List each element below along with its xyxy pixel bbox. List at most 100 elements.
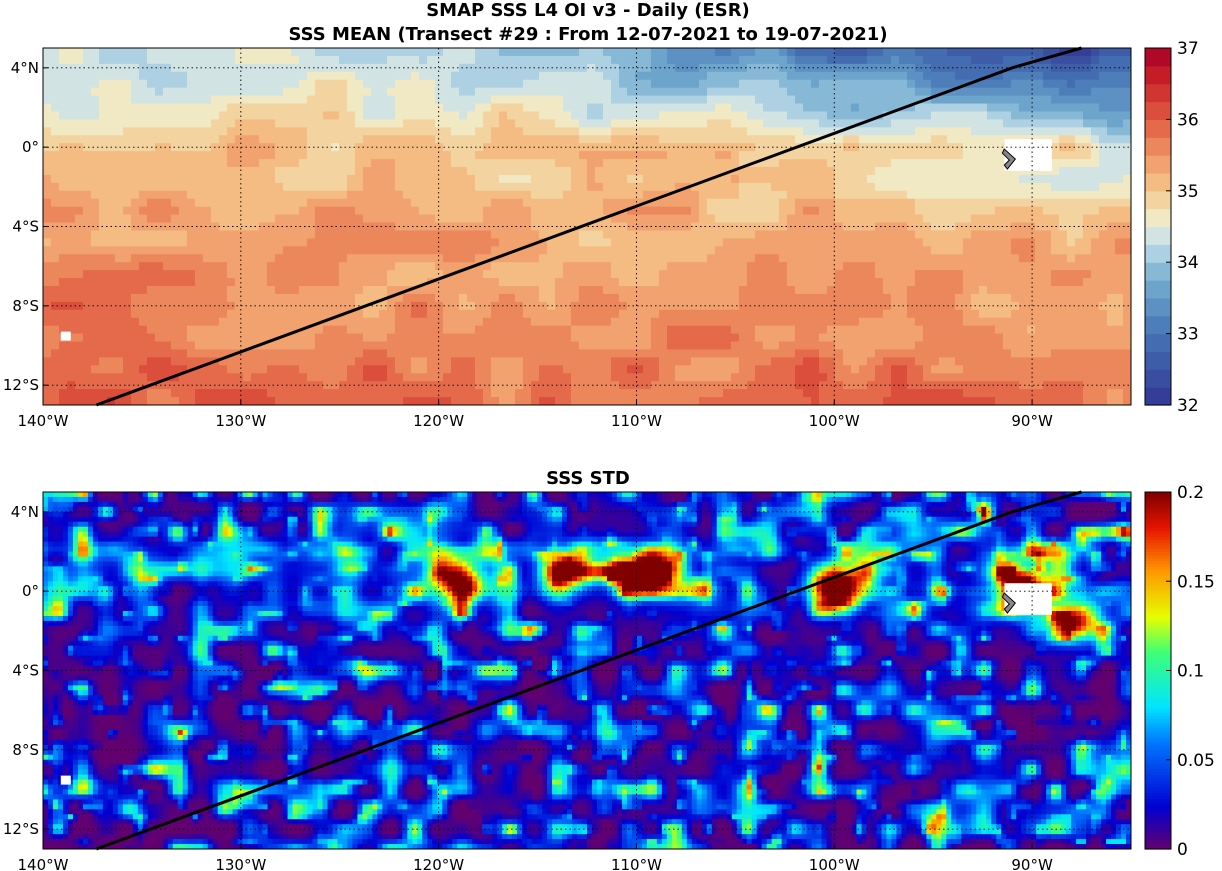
heatmap-cell bbox=[339, 79, 348, 89]
heatmap-cell bbox=[891, 48, 900, 57]
heatmap-cell bbox=[491, 182, 500, 192]
heatmap-cell bbox=[1099, 71, 1108, 81]
heatmap-cell bbox=[1019, 103, 1028, 113]
heatmap-cell bbox=[603, 198, 612, 208]
heatmap-cell bbox=[1091, 119, 1100, 128]
heatmap-cell bbox=[139, 317, 148, 327]
heatmap-cell bbox=[603, 238, 612, 247]
heatmap-cell bbox=[363, 55, 372, 65]
heatmap-cell bbox=[827, 317, 836, 327]
heatmap-cell bbox=[243, 286, 252, 295]
heatmap-cell bbox=[475, 71, 484, 81]
heatmap-cell bbox=[579, 182, 588, 192]
heatmap-cell bbox=[651, 71, 660, 81]
heatmap-cell bbox=[891, 190, 900, 200]
heatmap-cell bbox=[459, 119, 468, 128]
heatmap-cell bbox=[275, 214, 284, 224]
heatmap-cell bbox=[251, 262, 260, 271]
heatmap-cell bbox=[723, 95, 732, 105]
heatmap-cell bbox=[875, 293, 884, 303]
heatmap-cell bbox=[435, 230, 444, 240]
heatmap-cell bbox=[651, 325, 660, 335]
heatmap-cell bbox=[379, 48, 388, 57]
heatmap-cell bbox=[1083, 270, 1092, 279]
heatmap-cell bbox=[387, 309, 396, 319]
heatmap-cell bbox=[779, 238, 788, 247]
heatmap-cell bbox=[371, 325, 380, 335]
heatmap-cell bbox=[803, 309, 812, 319]
heatmap-cell bbox=[971, 87, 980, 97]
heatmap-cell bbox=[1027, 301, 1036, 311]
heatmap-cell bbox=[507, 119, 516, 128]
heatmap-cell bbox=[755, 167, 764, 176]
heatmap-cell bbox=[715, 174, 724, 184]
heatmap-cell bbox=[675, 286, 684, 295]
heatmap-cell bbox=[155, 55, 164, 65]
heatmap-cell bbox=[827, 159, 836, 168]
heatmap-cell bbox=[371, 63, 380, 73]
heatmap-cell bbox=[435, 135, 444, 144]
heatmap-cell bbox=[1123, 198, 1131, 208]
heatmap-cell bbox=[59, 151, 68, 160]
heatmap-cell bbox=[59, 230, 68, 240]
heatmap-cell bbox=[643, 214, 652, 224]
heatmap-cell bbox=[435, 317, 444, 327]
heatmap-cell bbox=[1003, 238, 1012, 247]
heatmap-cell bbox=[555, 238, 564, 247]
heatmap-cell bbox=[99, 190, 108, 200]
heatmap-cell bbox=[587, 111, 596, 121]
heatmap-cell bbox=[507, 246, 516, 255]
heatmap-cell bbox=[171, 167, 180, 176]
heatmap-cell bbox=[67, 174, 76, 184]
heatmap-cell bbox=[643, 293, 652, 303]
heatmap-cell bbox=[803, 135, 812, 144]
heatmap-cell bbox=[859, 270, 868, 279]
heatmap-cell bbox=[883, 262, 892, 271]
heatmap-cell bbox=[331, 174, 340, 184]
heatmap-cell bbox=[483, 103, 492, 113]
heatmap-cell bbox=[59, 111, 68, 121]
heatmap-cell bbox=[299, 119, 308, 128]
heatmap-cell bbox=[403, 48, 412, 57]
heatmap-cell bbox=[323, 262, 332, 271]
heatmap-cell bbox=[883, 182, 892, 192]
heatmap-cell bbox=[747, 87, 756, 97]
heatmap-cell bbox=[331, 222, 340, 232]
heatmap-cell bbox=[923, 198, 932, 208]
heatmap-cell bbox=[507, 159, 516, 168]
heatmap-cell bbox=[691, 143, 700, 152]
heatmap-cell bbox=[891, 309, 900, 319]
heatmap-cell bbox=[1083, 254, 1092, 263]
heatmap-cell bbox=[59, 182, 68, 192]
heatmap-cell bbox=[115, 246, 124, 255]
heatmap-cell bbox=[331, 190, 340, 200]
heatmap-cell bbox=[571, 278, 580, 287]
heatmap-cell bbox=[251, 325, 260, 335]
heatmap-cell bbox=[395, 167, 404, 176]
heatmap-cell bbox=[867, 246, 876, 255]
heatmap-cell bbox=[883, 254, 892, 263]
heatmap-cell bbox=[1091, 278, 1100, 287]
heatmap-cell bbox=[51, 254, 60, 263]
heatmap-cell bbox=[227, 286, 236, 295]
heatmap-cell bbox=[675, 309, 684, 319]
heatmap-cell bbox=[363, 48, 372, 57]
heatmap-cell bbox=[979, 95, 988, 105]
heatmap-cell bbox=[787, 79, 796, 89]
heatmap-cell bbox=[115, 151, 124, 160]
heatmap-cell bbox=[747, 190, 756, 200]
heatmap-cell bbox=[483, 262, 492, 271]
heatmap-cell bbox=[387, 238, 396, 247]
heatmap-cell bbox=[547, 55, 556, 65]
heatmap-cell bbox=[355, 198, 364, 208]
heatmap-cell bbox=[315, 270, 324, 279]
heatmap-cell bbox=[91, 262, 100, 271]
heatmap-cell bbox=[803, 246, 812, 255]
heatmap-cell bbox=[851, 246, 860, 255]
heatmap-cell bbox=[195, 222, 204, 232]
heatmap-cell bbox=[819, 262, 828, 271]
heatmap-cell bbox=[555, 222, 564, 232]
heatmap-cell bbox=[547, 79, 556, 89]
heatmap-cell bbox=[427, 71, 436, 81]
